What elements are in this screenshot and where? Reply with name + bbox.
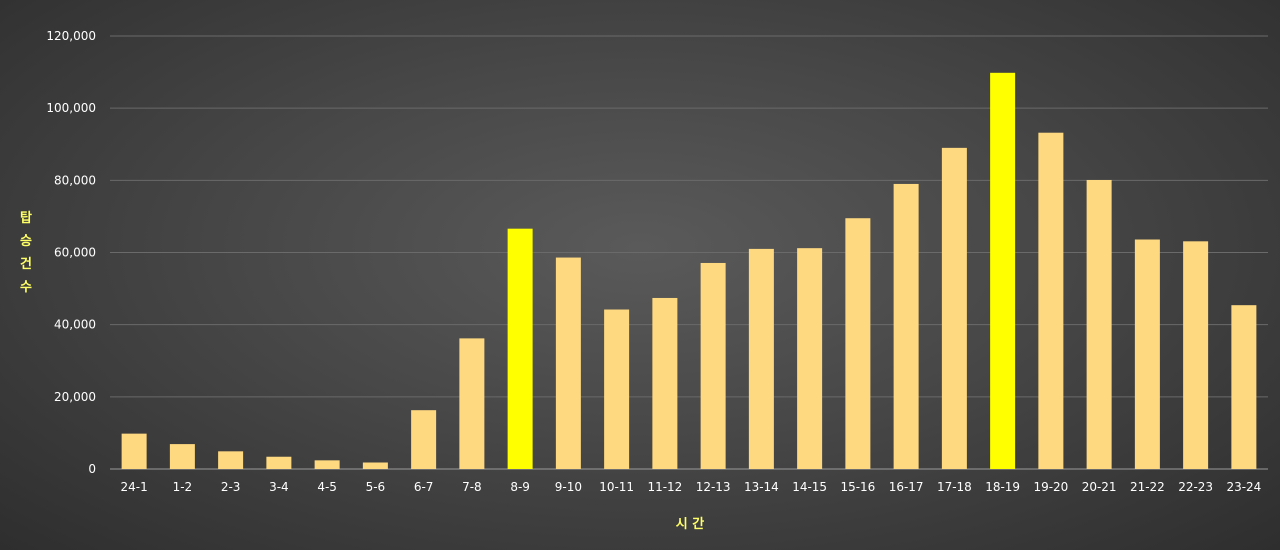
- y-tick-label: 20,000: [54, 390, 96, 404]
- bar-8-9: [507, 228, 533, 469]
- x-tick-label: 20-21: [1082, 480, 1117, 494]
- x-tick-label: 18-19: [985, 480, 1020, 494]
- x-tick-label: 15-16: [840, 480, 875, 494]
- y-axis-title-char: 승: [20, 234, 32, 249]
- x-tick-label: 11-12: [647, 480, 682, 494]
- x-tick-label: 4-5: [317, 480, 337, 494]
- bar-7-8: [459, 338, 485, 469]
- x-tick-label: 5-6: [366, 480, 386, 494]
- x-tick-label: 10-11: [599, 480, 634, 494]
- y-axis-title-char: 탑: [20, 211, 32, 226]
- bar-23-24: [1231, 305, 1257, 469]
- x-tick-label: 8-9: [510, 480, 530, 494]
- x-tick-label: 23-24: [1226, 480, 1261, 494]
- x-tick-label: 21-22: [1130, 480, 1165, 494]
- x-tick-label: 16-17: [889, 480, 924, 494]
- x-tick-label: 6-7: [414, 480, 434, 494]
- y-tick-label: 60,000: [54, 246, 96, 260]
- bar-6-7: [411, 410, 437, 469]
- bar-24-1: [121, 433, 147, 469]
- y-tick-label: 40,000: [54, 318, 96, 332]
- x-axis-title: 시 간: [676, 516, 704, 532]
- bar-10-11: [604, 309, 630, 469]
- x-tick-label: 13-14: [744, 480, 779, 494]
- y-tick-label: 100,000: [46, 101, 96, 115]
- y-tick-label: 0: [88, 462, 96, 476]
- grid-lines: [110, 35, 1268, 470]
- bar-1-2: [169, 444, 195, 469]
- bar-9-10: [555, 257, 581, 469]
- y-axis-title-char: 수: [20, 280, 32, 295]
- x-tick-label: 1-2: [173, 480, 193, 494]
- bar-17-18: [941, 147, 967, 469]
- bar-12-13: [700, 262, 726, 469]
- bar-18-19: [990, 72, 1016, 470]
- x-tick-label: 3-4: [269, 480, 289, 494]
- bar-20-21: [1086, 179, 1112, 469]
- y-tick-label: 80,000: [54, 173, 96, 187]
- y-tick-labels: 0 20,000 40,000 60,000 80,000 100,000 120,000: [46, 29, 96, 476]
- x-tick-label: 12-13: [696, 480, 731, 494]
- bar-4-5: [314, 460, 340, 469]
- bar-22-23: [1183, 241, 1209, 469]
- x-tick-label: 2-3: [221, 480, 241, 494]
- bar-3-4: [266, 456, 292, 469]
- x-tick-label: 9-10: [555, 480, 582, 494]
- bar-13-14: [748, 248, 774, 469]
- bars: [121, 72, 1257, 470]
- x-tick-label: 7-8: [462, 480, 482, 494]
- x-tick-label: 22-23: [1178, 480, 1213, 494]
- y-axis-title-char: 건: [20, 256, 32, 272]
- bar-16-17: [893, 183, 919, 470]
- bar-19-20: [1038, 132, 1064, 469]
- bar-15-16: [845, 218, 871, 469]
- bar-2-3: [218, 451, 244, 469]
- x-tick-label: 19-20: [1033, 480, 1068, 494]
- x-tick-labels: 24-1 1-2 2-3 3-4 4-5 5-6 6-7 7-8 8-9 9-10 10-11 11-…: [121, 480, 1262, 494]
- bar-21-22: [1134, 239, 1160, 469]
- bar-5-6: [362, 462, 388, 469]
- y-tick-label: 120,000: [46, 29, 96, 43]
- x-tick-label: 14-15: [792, 480, 827, 494]
- x-tick-label: 24-1: [121, 480, 148, 494]
- bar-11-12: [652, 297, 678, 469]
- x-tick-label: 17-18: [937, 480, 972, 494]
- bar-14-15: [797, 248, 823, 469]
